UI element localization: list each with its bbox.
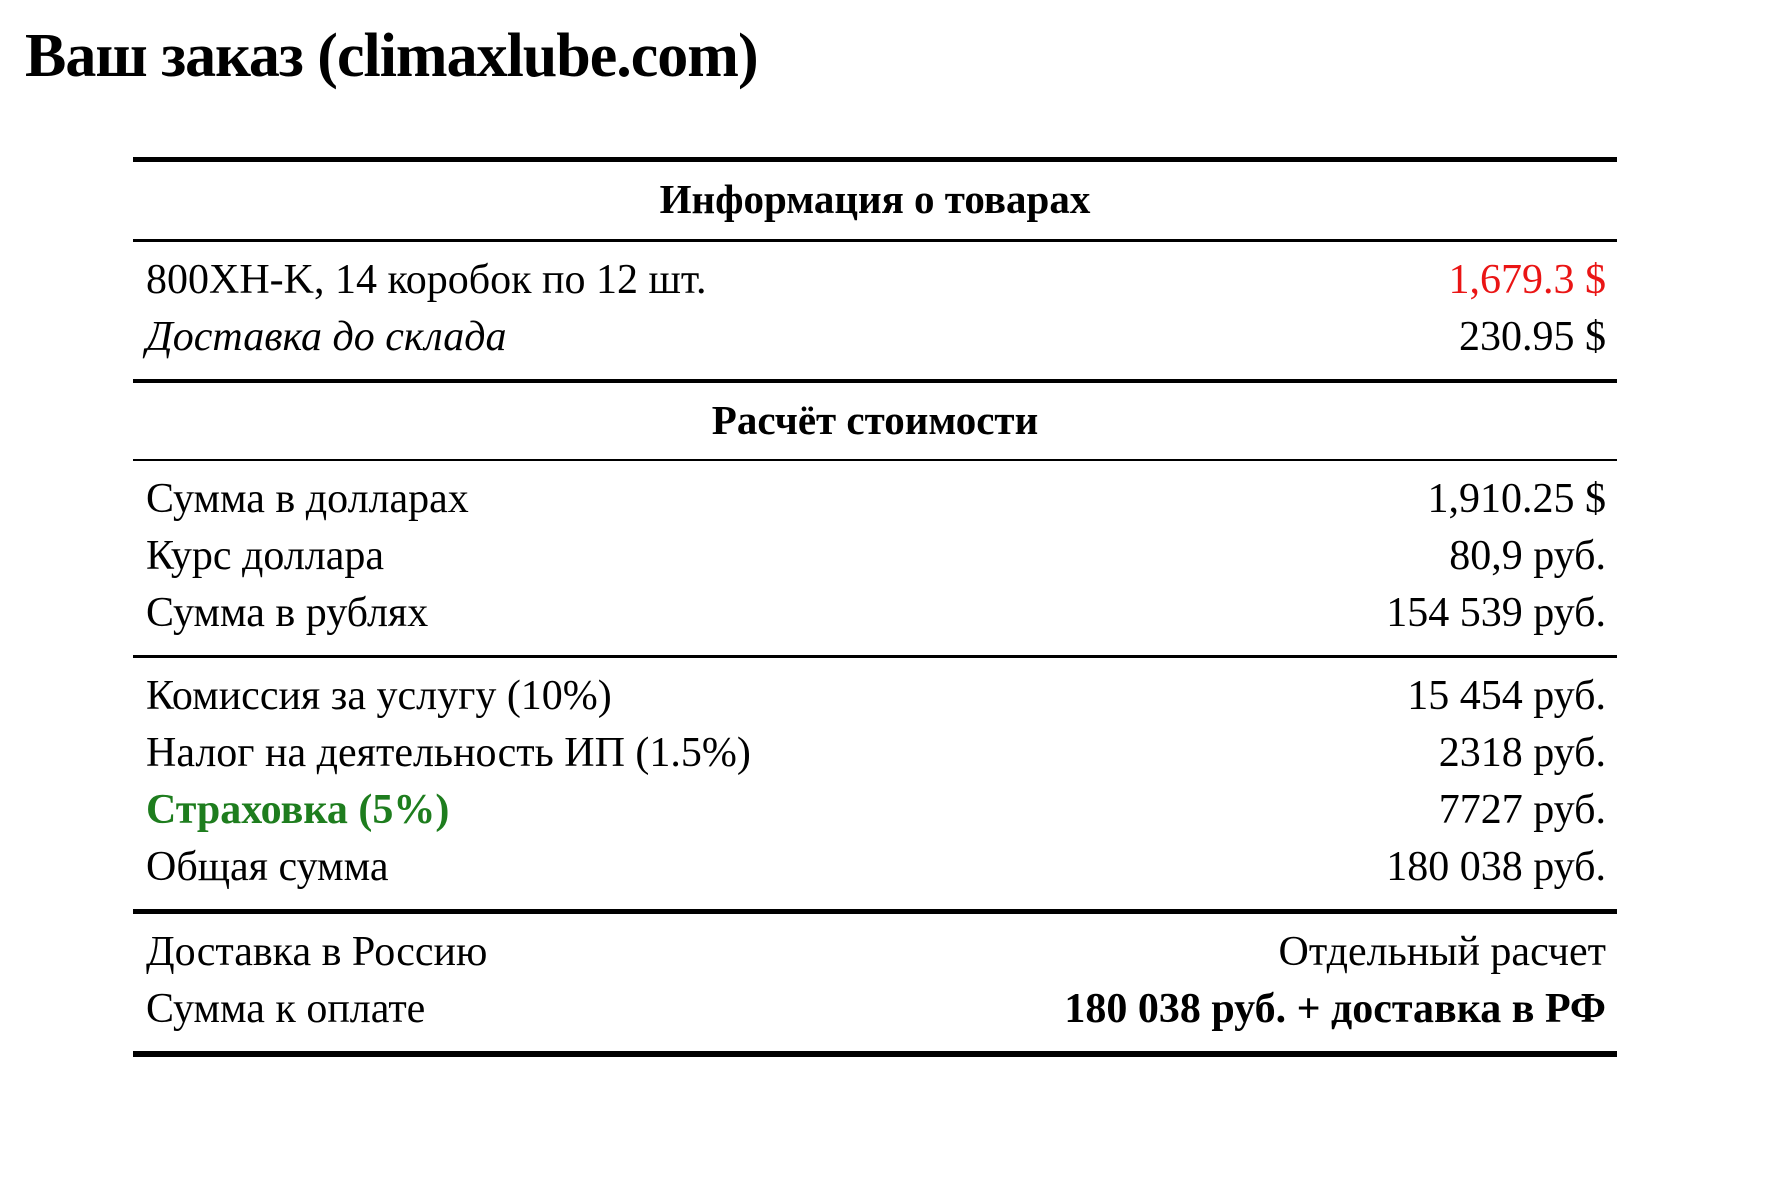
table-row-usd-rate: Курс доллара 80,9 руб. bbox=[133, 528, 1617, 585]
table-row-insurance: Страховка (5%) 7727 руб. bbox=[133, 782, 1617, 839]
calc-section-header: Расчёт стоимости bbox=[133, 380, 1617, 461]
table-row-russia-delivery: Доставка в Россию Отдельный расчет bbox=[133, 911, 1617, 981]
products-section-header: Информация о товарах bbox=[133, 159, 1617, 242]
row-value-usd-rate: 80,9 руб. bbox=[1449, 532, 1606, 579]
table-row-tax: Налог на деятельность ИП (1.5%) 2318 руб… bbox=[133, 725, 1617, 782]
row-value-commission: 15 454 руб. bbox=[1407, 672, 1606, 719]
table-row-usd-total: Сумма в долларах 1,910.25 $ bbox=[133, 460, 1617, 528]
table-row-commission: Комиссия за услугу (10%) 15 454 руб. bbox=[133, 656, 1617, 725]
row-value-tax: 2318 руб. bbox=[1438, 729, 1606, 776]
section-header-row: Информация о товарах bbox=[133, 159, 1617, 242]
table-row-rub-total: Сумма в рублях 154 539 руб. bbox=[133, 585, 1617, 657]
order-summary-table: Информация о товарах 800XH-K, 14 коробок… bbox=[133, 157, 1617, 1056]
final-group: Доставка в Россию Отдельный расчет Сумма… bbox=[133, 911, 1617, 1054]
row-label-amount-due: Сумма к оплате bbox=[146, 985, 426, 1032]
row-label-usd-total: Сумма в долларах bbox=[146, 475, 469, 522]
products-section-title: Информация о товарах bbox=[133, 159, 1617, 242]
row-label-product: 800XH-K, 14 коробок по 12 шт. bbox=[146, 256, 707, 303]
table-row-product: 800XH-K, 14 коробок по 12 шт. 1,679.3 $ bbox=[133, 240, 1617, 309]
table-row-amount-due: Сумма к оплате 180 038 руб. + доставка в… bbox=[133, 981, 1617, 1054]
row-value-insurance: 7727 руб. bbox=[1438, 786, 1606, 833]
table-row-grand-total: Общая сумма 180 038 руб. bbox=[133, 839, 1617, 912]
row-label-grand-total: Общая сумма bbox=[146, 843, 389, 890]
row-value-warehouse-delivery: 230.95 $ bbox=[1459, 313, 1606, 360]
calc-section-title: Расчёт стоимости bbox=[133, 380, 1617, 461]
row-value-usd-total: 1,910.25 $ bbox=[1427, 475, 1607, 522]
row-value-product-price: 1,679.3 $ bbox=[1448, 256, 1607, 303]
page-title: Ваш заказ (climaxlube.com) bbox=[25, 22, 759, 90]
calc-fees-group: Комиссия за услугу (10%) 15 454 руб. Нал… bbox=[133, 656, 1617, 912]
row-value-russia-delivery: Отдельный расчет bbox=[1278, 928, 1607, 975]
table-row-warehouse-delivery: Доставка до склада 230.95 $ bbox=[133, 309, 1617, 381]
products-group: 800XH-K, 14 коробок по 12 шт. 1,679.3 $ … bbox=[133, 240, 1617, 381]
row-label-rub-total: Сумма в рублях bbox=[146, 589, 429, 636]
row-value-grand-total: 180 038 руб. bbox=[1386, 843, 1606, 890]
row-label-warehouse-delivery: Доставка до склада bbox=[146, 313, 507, 360]
row-label-commission: Комиссия за услугу (10%) bbox=[146, 672, 612, 719]
calc-subtotal-group: Сумма в долларах 1,910.25 $ Курс доллара… bbox=[133, 460, 1617, 657]
row-label-tax: Налог на деятельность ИП (1.5%) bbox=[146, 729, 751, 776]
row-label-russia-delivery: Доставка в Россию bbox=[146, 928, 488, 975]
row-value-rub-total: 154 539 руб. bbox=[1386, 589, 1606, 636]
row-value-amount-due: 180 038 руб. + доставка в РФ bbox=[1064, 985, 1606, 1032]
row-label-insurance: Страховка (5%) bbox=[146, 786, 450, 833]
section-header-row: Расчёт стоимости bbox=[133, 380, 1617, 461]
row-label-usd-rate: Курс доллара bbox=[146, 532, 385, 579]
